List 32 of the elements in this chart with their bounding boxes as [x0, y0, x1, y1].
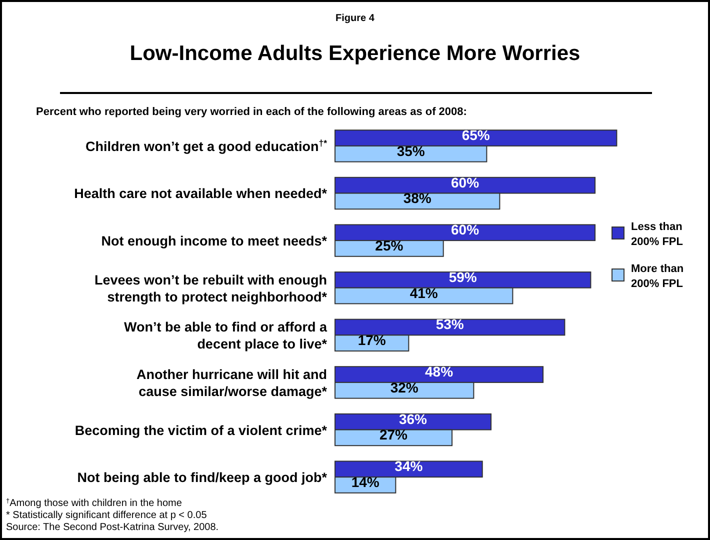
data-label: 25%: [375, 237, 404, 254]
data-label: 17%: [358, 332, 386, 348]
data-label: 27%: [379, 426, 408, 443]
y-tick-label: Won’t be able to find or afford a decent place to live*: [124, 320, 328, 352]
source-note: Source: The Second Post-Katrina Survey, 2008.: [6, 522, 219, 533]
y-tick-label: Another hurricane will hit and cause similar/worse damage*: [136, 366, 328, 399]
data-label: 36%: [398, 410, 428, 427]
data-label: 41%: [410, 284, 438, 301]
legend-label: Less than 200% FPL: [631, 221, 684, 248]
data-label: 32%: [390, 379, 419, 396]
chart-subtitle: Percent who reported being very worried in each of the following areas as of 2008:: [36, 106, 467, 118]
data-label: 65%: [462, 127, 490, 144]
y-tick-label: Not being able to find/keep a good job*: [77, 470, 328, 486]
data-label: 14%: [351, 474, 380, 490]
data-label: 34%: [394, 458, 424, 474]
text: $^{†}$Among those with children in the home: [6, 498, 182, 509]
y-tick-label: Becoming the victim of a violent crime*: [74, 422, 328, 438]
data-label: 60%: [451, 174, 480, 190]
data-label: 38%: [403, 190, 432, 206]
y-tick-label: Not enough income to meet needs*: [101, 234, 328, 249]
data-label: 60%: [451, 222, 480, 238]
caption: Figure 4: [336, 13, 375, 24]
y-tick-label: Levees won’t be rebuilt with enough strength to protect neighborhood*: [94, 272, 328, 304]
chart-title: Low-Income Adults Experience More Worries: [130, 42, 580, 65]
data-label: 59%: [448, 268, 478, 285]
data-label: 48%: [425, 364, 454, 380]
y-tick-label: Health care not available when needed*: [74, 186, 328, 202]
data-label: 35%: [396, 142, 426, 159]
legend-label: More than 200% FPL: [631, 263, 684, 290]
data-label: 53%: [436, 316, 464, 332]
y-tick-label: Children won’t get a good education$^{†*}$: [85, 138, 328, 154]
text: * Statistically significant difference at p < 0.05: [6, 510, 208, 521]
